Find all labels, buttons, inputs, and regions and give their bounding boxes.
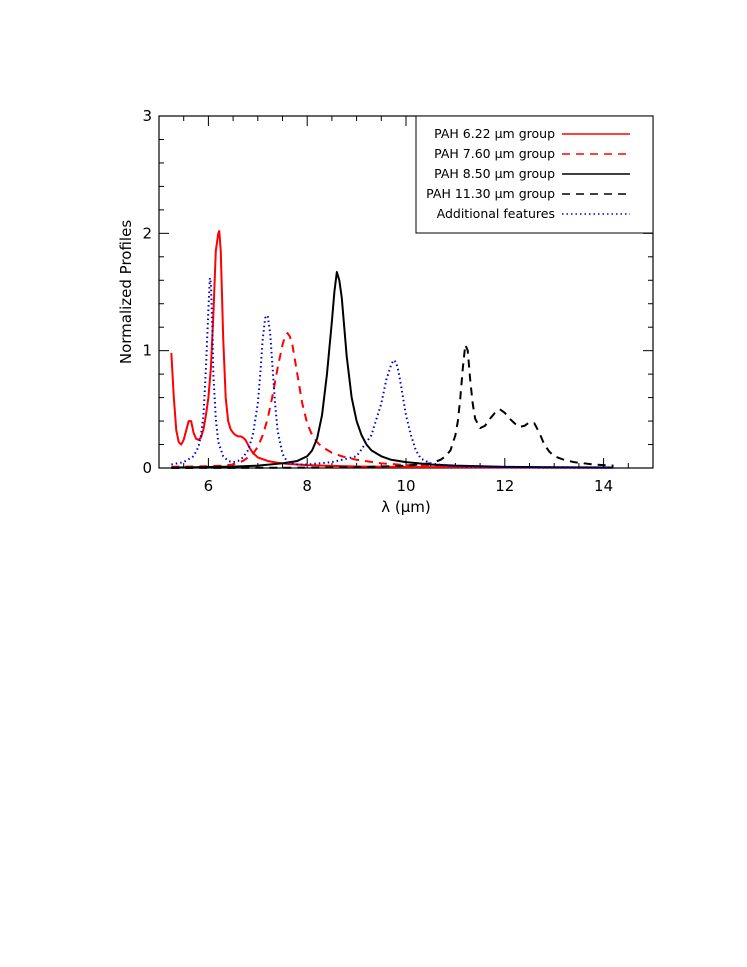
x-axis-label: λ (μm) — [381, 498, 431, 516]
x-tick-label: 12 — [495, 477, 514, 495]
series-line-2 — [171, 332, 614, 469]
x-tick-label: 6 — [204, 477, 214, 495]
legend-label: Additional features — [437, 206, 555, 221]
legend: PAH 6.22 μm group PAH 7.60 μm group PAH 8.… — [415, 115, 654, 234]
series-line-4 — [171, 343, 614, 469]
x-tick-label: 10 — [396, 477, 415, 495]
y-tick-label: 0 — [142, 459, 152, 477]
series-line-3 — [171, 271, 614, 469]
legend-label: PAH 7.60 μm group — [434, 146, 555, 161]
legend-label: PAH 6.22 μm group — [434, 126, 555, 141]
series-group — [170, 229, 614, 469]
legend-label: PAH 11.30 μm group — [426, 186, 555, 201]
y-tick-label: 2 — [142, 224, 152, 242]
y-tick-label: 1 — [142, 342, 152, 360]
y-tick-label: 3 — [142, 107, 152, 125]
x-tick-label: 8 — [302, 477, 312, 495]
series-line-5 — [171, 276, 614, 469]
y-axis-label: Normalized Profiles — [117, 220, 135, 364]
x-tick-label: 14 — [594, 477, 613, 495]
legend-label: PAH 8.50 μm group — [434, 166, 555, 181]
series-line-1 — [170, 229, 614, 469]
